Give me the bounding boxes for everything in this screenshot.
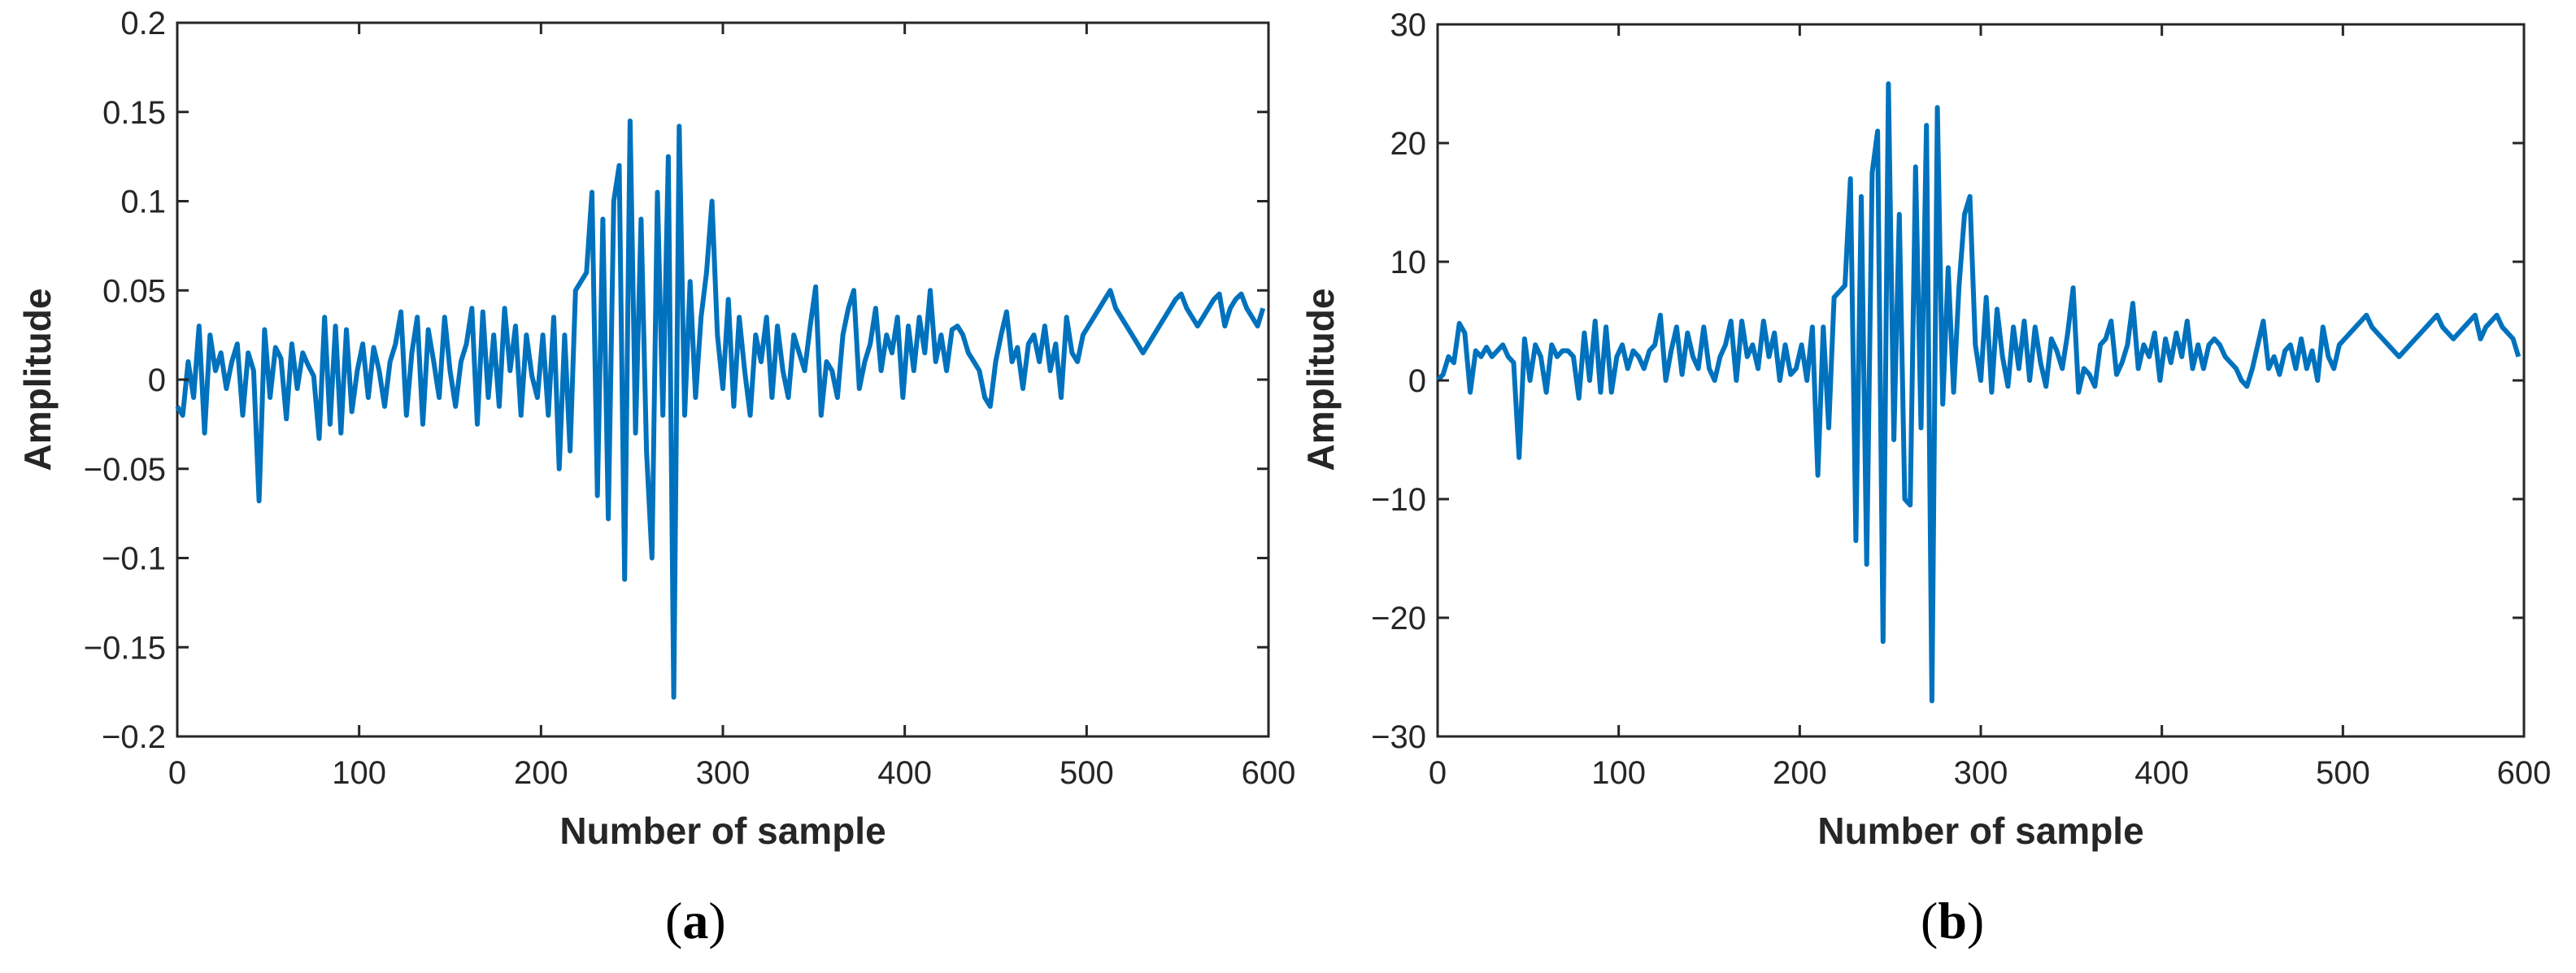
y-tick-label-a-3: 0.05	[102, 273, 166, 309]
panel-caption-letter-a: a	[682, 892, 708, 949]
x-tick-label-b-0: 0	[1429, 755, 1447, 791]
x-tick-label-b-2: 200	[1773, 755, 1827, 791]
x-tick-label-a-3: 300	[696, 755, 751, 791]
y-tick-label-a-5: −0.05	[84, 452, 166, 488]
y-tick-label-a-0: 0.2	[120, 6, 166, 41]
series-line-b-0	[1435, 81, 2522, 704]
y-tick-label-a-7: −0.15	[84, 630, 166, 666]
x-tick-label-b-4: 400	[2134, 755, 2189, 791]
y-tick-label-a-2: 0.1	[120, 185, 166, 220]
panel-caption-letter-b: b	[1938, 892, 1967, 949]
panel-caption-a: (a)	[665, 892, 726, 949]
y-tick-label-a-6: −0.1	[102, 541, 166, 577]
y-axis-label-a: Amplitude	[16, 289, 59, 471]
y-tick-label-b-0: 30	[1390, 7, 1427, 43]
y-tick-label-b-3: 0	[1408, 363, 1426, 399]
x-tick-label-a-4: 400	[877, 755, 932, 791]
x-tick-label-b-6: 600	[2497, 755, 2552, 791]
y-tick-label-b-6: −30	[1371, 719, 1426, 755]
x-tick-label-a-1: 100	[332, 755, 386, 791]
y-tick-label-b-2: 10	[1390, 245, 1427, 280]
x-tick-label-a-5: 500	[1060, 755, 1114, 791]
y-axis-label-b: Amplitude	[1299, 289, 1342, 471]
panel-caption-b: (b)	[1921, 892, 1984, 949]
data-line-layer-b	[1435, 81, 2522, 704]
x-tick-label-a-2: 200	[514, 755, 568, 791]
x-tick-label-b-3: 300	[1954, 755, 2008, 791]
panel-a: 0 100 200 300 400 500 600 0.2 0.15 0.1 0.05 0 −0.05 −…	[16, 6, 1295, 949]
x-axis-label-a: Number of sample	[559, 810, 886, 852]
series-line-a-0	[175, 118, 1266, 700]
y-tick-label-b-5: −20	[1371, 601, 1426, 636]
y-tick-label-a-4: 0	[148, 363, 166, 398]
y-tick-label-b-1: 20	[1390, 126, 1427, 162]
x-tick-label-a-0: 0	[168, 755, 186, 791]
y-tick-label-b-4: −10	[1371, 482, 1426, 518]
tick-layer-a: 0 100 200 300 400 500 600 0.2 0.15 0.1 0.05 0 −0.05 −…	[84, 6, 1296, 791]
x-tick-label-b-1: 100	[1591, 755, 1646, 791]
x-axis-label-b: Number of sample	[1817, 810, 2143, 852]
x-tick-label-b-5: 500	[2316, 755, 2370, 791]
x-tick-label-a-6: 600	[1242, 755, 1296, 791]
y-tick-label-a-8: −0.2	[102, 719, 166, 755]
y-tick-label-a-1: 0.15	[102, 95, 166, 131]
data-line-layer-a	[175, 118, 1266, 700]
